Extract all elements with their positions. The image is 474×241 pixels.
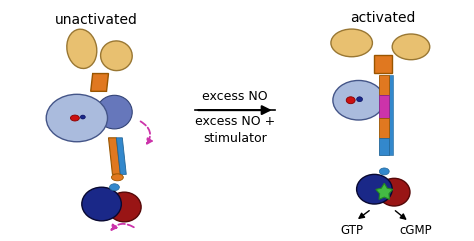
Ellipse shape [97, 95, 132, 129]
Text: GTP: GTP [340, 224, 363, 237]
Text: unactivated: unactivated [55, 13, 138, 27]
Text: excess NO +
stimulator: excess NO + stimulator [195, 115, 275, 145]
Ellipse shape [80, 115, 85, 119]
Polygon shape [379, 74, 389, 95]
Polygon shape [376, 183, 393, 199]
Polygon shape [109, 138, 120, 174]
Polygon shape [389, 74, 393, 155]
Text: excess NO: excess NO [202, 90, 268, 103]
Ellipse shape [333, 80, 384, 120]
Ellipse shape [356, 174, 392, 204]
Ellipse shape [356, 97, 363, 102]
Polygon shape [117, 138, 126, 174]
Ellipse shape [109, 184, 119, 191]
Ellipse shape [46, 94, 108, 142]
Polygon shape [379, 95, 389, 118]
Ellipse shape [108, 192, 141, 222]
Ellipse shape [392, 34, 430, 60]
Polygon shape [379, 138, 389, 155]
Ellipse shape [71, 115, 79, 121]
Polygon shape [91, 74, 109, 91]
Ellipse shape [378, 178, 410, 206]
Ellipse shape [331, 29, 373, 57]
Polygon shape [374, 55, 392, 73]
Ellipse shape [346, 97, 355, 104]
Text: cGMP: cGMP [400, 224, 432, 237]
Ellipse shape [67, 29, 97, 68]
Ellipse shape [379, 168, 389, 175]
Ellipse shape [111, 174, 123, 181]
Text: activated: activated [351, 11, 416, 25]
Polygon shape [379, 118, 389, 138]
Ellipse shape [82, 187, 121, 221]
Ellipse shape [100, 41, 132, 71]
